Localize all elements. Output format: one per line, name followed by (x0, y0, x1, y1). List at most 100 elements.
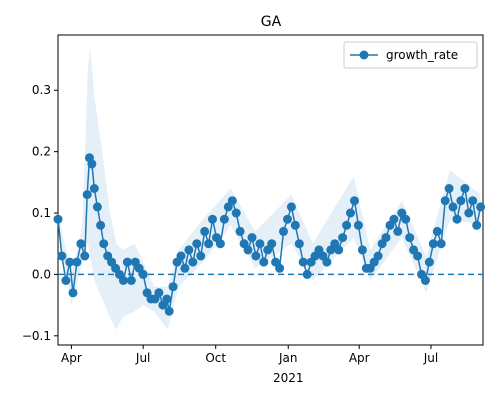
data-point (92, 202, 102, 212)
data-point (381, 233, 391, 243)
data-point (267, 239, 277, 249)
data-point (235, 226, 245, 236)
data-point (231, 208, 241, 218)
data-point (176, 251, 186, 261)
data-point (322, 257, 332, 267)
data-point (138, 269, 148, 279)
x-tick-label: Apr (61, 351, 82, 365)
data-point (57, 251, 67, 261)
data-point (389, 214, 399, 224)
legend: growth_rate (343, 41, 478, 69)
confidence-band (58, 47, 481, 330)
data-point (184, 245, 194, 255)
data-point (76, 239, 86, 249)
data-point (247, 233, 257, 243)
data-point (204, 239, 214, 249)
y-tick-label: 0.0 (32, 267, 51, 281)
x-tick-label: Jul (423, 351, 438, 365)
data-point (460, 184, 470, 193)
data-point (294, 239, 304, 249)
data-point (53, 214, 63, 224)
data-point (283, 214, 292, 224)
data-point (350, 196, 359, 206)
confidence-band-layer (58, 47, 481, 330)
data-point (342, 220, 352, 230)
data-point (82, 190, 92, 200)
data-point (227, 196, 237, 206)
data-point (440, 196, 450, 206)
series-layer (53, 153, 486, 316)
x-tick-label: Oct (205, 351, 226, 365)
data-point (353, 220, 363, 230)
data-point (89, 184, 99, 193)
data-point (126, 276, 136, 285)
data-point (286, 202, 296, 212)
data-point (87, 159, 97, 169)
data-point (196, 251, 206, 261)
legend-marker (359, 50, 369, 60)
plot-frame (57, 34, 484, 346)
data-point (162, 294, 172, 304)
data-point (413, 251, 423, 261)
data-point (192, 239, 202, 249)
data-point (444, 184, 454, 193)
data-point (302, 269, 312, 279)
data-point (401, 214, 411, 224)
data-point (96, 220, 106, 230)
data-point (428, 239, 438, 249)
data-point (154, 288, 164, 298)
legend-box (343, 41, 478, 69)
data-point (61, 276, 71, 285)
data-point (275, 263, 285, 273)
data-point (373, 251, 383, 261)
data-point (99, 239, 109, 249)
data-point (80, 251, 90, 261)
data-point (68, 288, 78, 298)
y-tick-label: 0.3 (32, 83, 51, 97)
data-point (180, 263, 190, 273)
data-point (393, 226, 403, 236)
data-point (420, 276, 430, 285)
data-point (472, 220, 482, 230)
data-point (200, 226, 210, 236)
data-point (432, 226, 442, 236)
data-point (164, 306, 174, 316)
data-point (468, 196, 478, 206)
x-tick-label: Apr (349, 351, 370, 365)
data-point (290, 220, 300, 230)
data-point (298, 257, 308, 267)
data-point (452, 214, 462, 224)
data-point (118, 276, 128, 285)
y-tick-label: −0.1 (22, 329, 51, 343)
data-point (243, 245, 253, 255)
x-tick-label: Jul (135, 351, 150, 365)
data-point (279, 226, 288, 236)
y-tick-label: 0.1 (32, 206, 51, 220)
data-point (259, 257, 269, 267)
data-point (448, 202, 458, 212)
data-point (464, 208, 474, 218)
data-point (334, 245, 344, 255)
data-point (188, 257, 198, 267)
data-point (122, 257, 132, 267)
data-point (346, 208, 355, 218)
data-point (219, 214, 229, 224)
x-axis: Apr Jul Oct Jan 2021 Apr Jul (61, 345, 438, 385)
y-axis: −0.1 0.0 0.1 0.2 0.3 (22, 83, 58, 343)
legend-label: growth_rate (386, 48, 458, 62)
data-point (215, 239, 225, 249)
data-point (476, 202, 486, 212)
data-point (255, 239, 265, 249)
data-point (405, 233, 415, 243)
data-point (357, 245, 367, 255)
data-point (208, 214, 217, 224)
chart-title: GA (261, 14, 282, 30)
x-tick-year-label: 2021 (273, 371, 304, 385)
data-point (338, 233, 348, 243)
data-point (436, 239, 446, 249)
data-point (424, 257, 434, 267)
data-point (456, 196, 466, 206)
data-point (65, 257, 75, 267)
y-tick-label: 0.2 (32, 145, 51, 159)
